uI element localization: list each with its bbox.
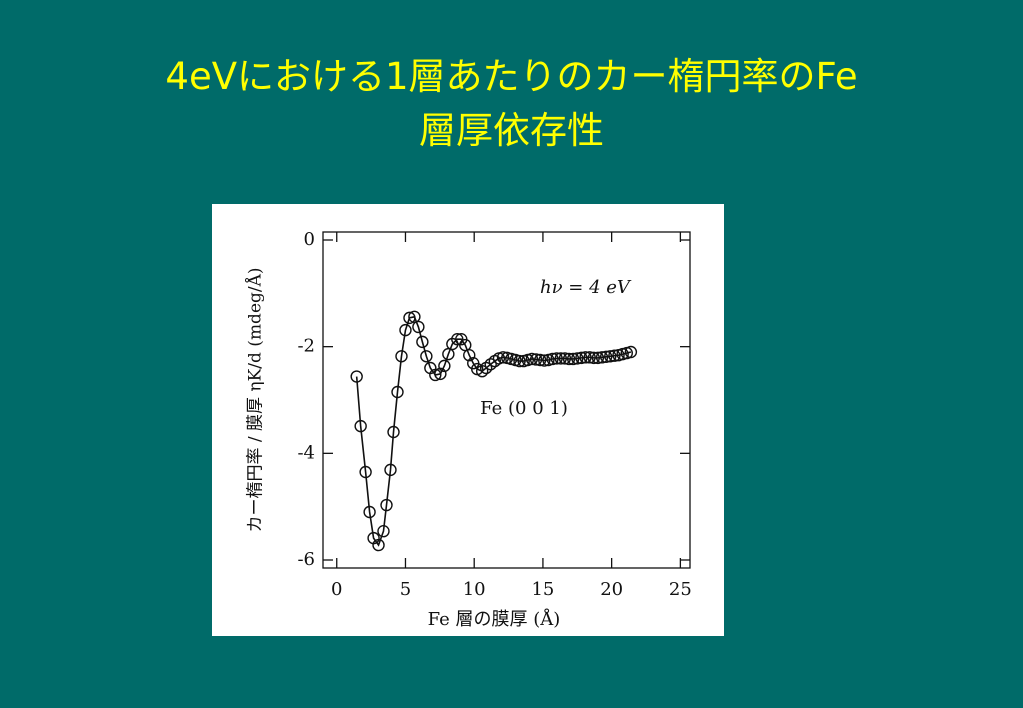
data-point — [377, 525, 390, 538]
data-point — [533, 353, 547, 367]
data-point — [350, 370, 363, 383]
data-point — [359, 465, 372, 479]
y-axis-label: カー楕円率 / 膜厚 ηK/d (mdeg/Å) — [245, 267, 266, 532]
x-axis-label: Fe 層の膜厚 (Å) — [428, 608, 561, 630]
data-point — [562, 352, 576, 366]
data-point — [412, 320, 425, 334]
x-tick-label: 5 — [400, 579, 411, 600]
chart: カー楕円率 / 膜厚 ηK/d (mdeg/Å) Fe 層の膜厚 (Å) hν … — [212, 204, 724, 636]
data-point — [599, 350, 613, 364]
annotation: Fe (0 0 1) — [480, 398, 568, 419]
data-point — [416, 335, 429, 349]
x-tick-label: 10 — [463, 579, 486, 600]
y-tick-label: -4 — [297, 442, 315, 463]
data-point — [587, 351, 600, 365]
data-point — [624, 345, 638, 359]
data-point — [395, 350, 408, 363]
y-tick-label: -6 — [297, 549, 315, 570]
data-point — [575, 351, 588, 365]
data-point — [571, 352, 584, 365]
data-point — [525, 352, 539, 366]
data-point — [496, 351, 510, 364]
data-point — [513, 354, 526, 368]
data-point — [384, 463, 397, 477]
data-point — [579, 351, 592, 364]
data-point — [463, 348, 476, 362]
data-point — [372, 538, 385, 552]
data-point — [451, 332, 464, 346]
data-point — [608, 349, 621, 362]
title-line: 4eVにおける1層あたりのカー楕円率のFe — [165, 55, 858, 98]
data-point — [387, 425, 400, 439]
data-point — [420, 350, 433, 363]
data-point — [583, 351, 596, 364]
chart-background — [212, 204, 724, 636]
annotation: hν = 4 eV — [540, 277, 632, 298]
data-point — [399, 323, 412, 337]
data-point — [550, 352, 563, 365]
data-point — [484, 358, 497, 371]
data-point — [403, 311, 416, 325]
plot-frame — [322, 231, 691, 569]
x-tick-label: 15 — [531, 579, 554, 600]
title-line: 層厚依存性 — [419, 109, 604, 152]
data-point — [363, 505, 376, 519]
data-point — [354, 419, 367, 433]
data-point — [391, 385, 404, 399]
x-tick-label: 0 — [331, 579, 342, 600]
data-point — [529, 353, 543, 366]
data-point — [434, 367, 447, 381]
data-point — [554, 352, 567, 365]
data-point — [595, 351, 609, 364]
data-point — [546, 352, 559, 366]
data-point — [429, 368, 442, 382]
data-point — [538, 354, 551, 367]
x-tick-label: 25 — [669, 579, 692, 600]
data-point — [558, 352, 572, 365]
data-point — [591, 351, 605, 365]
data-point — [604, 350, 617, 363]
data-point — [566, 352, 580, 366]
y-tick-label: -2 — [297, 336, 315, 357]
x-tick-label: 20 — [600, 579, 623, 600]
slide-title: 4eVにおける1層あたりのカー楕円率のFe 層厚依存性 — [0, 50, 1023, 158]
data-point — [380, 498, 393, 512]
y-tick-label: 0 — [304, 229, 315, 250]
data-point — [475, 364, 489, 378]
data-point — [438, 359, 451, 373]
